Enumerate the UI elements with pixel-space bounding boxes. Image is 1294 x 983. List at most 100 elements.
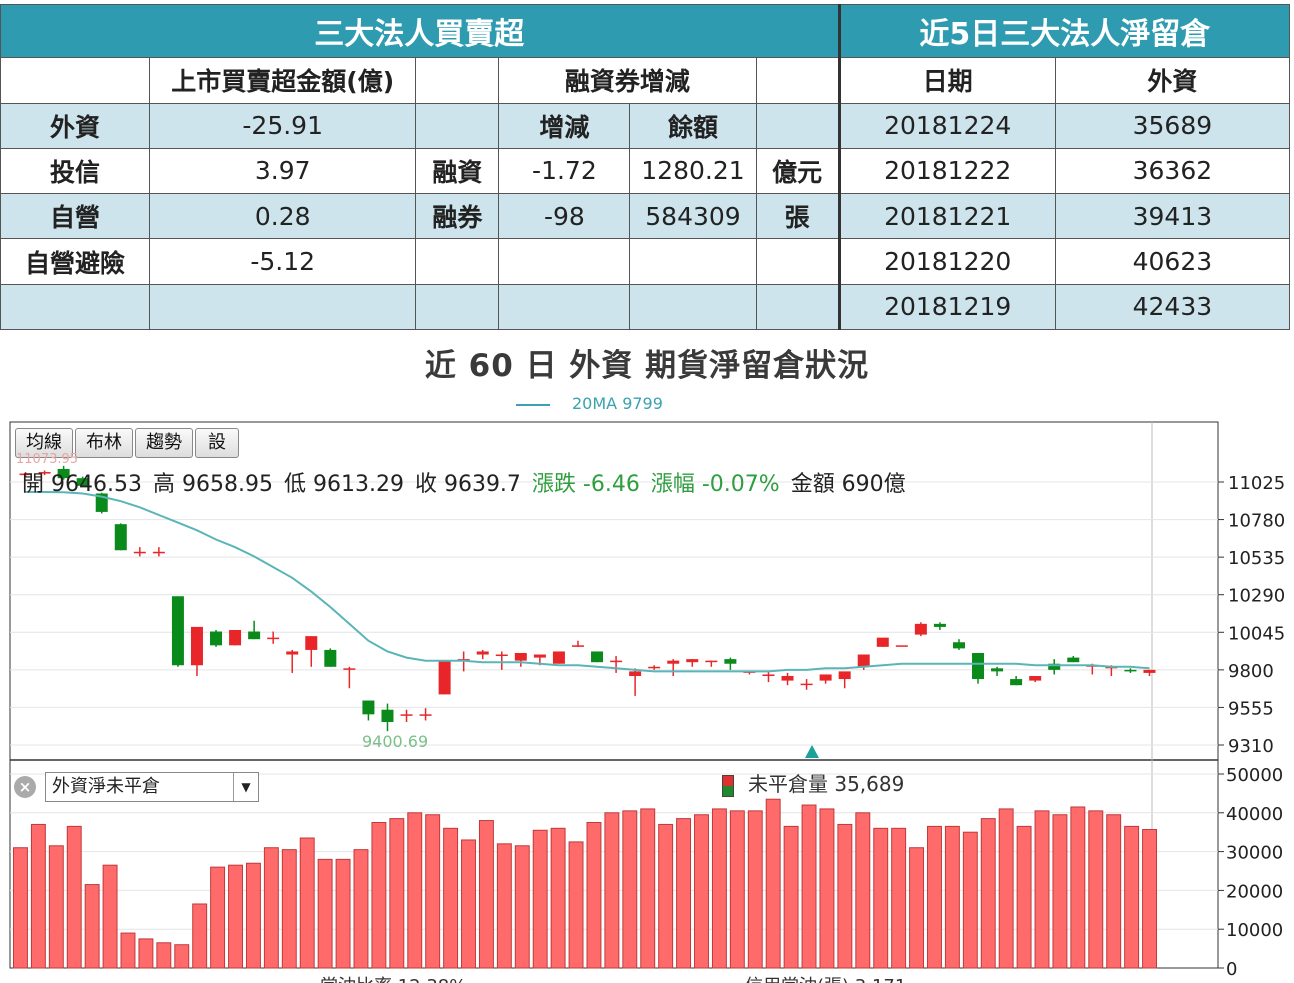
candle-body xyxy=(686,659,699,663)
y-tick-label: 10780 xyxy=(1228,511,1285,532)
period-low-label: 9400.69 xyxy=(362,732,429,751)
volume-bar xyxy=(102,864,118,969)
volume-bar xyxy=(138,938,154,969)
y-tick-label: 10045 xyxy=(1228,623,1285,644)
volume-bar xyxy=(729,810,745,969)
candle-body xyxy=(705,660,718,663)
candle-body xyxy=(514,652,527,661)
volume-bar xyxy=(496,843,512,969)
candle-body xyxy=(305,636,318,650)
margin-change: -1.72 xyxy=(498,147,631,195)
row-date: 20181221 xyxy=(837,193,1056,240)
volume-bar xyxy=(407,812,423,969)
volume-bar xyxy=(263,847,279,969)
candle-body xyxy=(991,668,1004,672)
row-name: 投信 xyxy=(0,147,151,195)
margin-type: 融券 xyxy=(415,193,500,240)
candle-body xyxy=(914,623,927,635)
volume-bar xyxy=(120,932,136,969)
col-amount-header: 上市買賣超金額(億) xyxy=(149,57,417,104)
volume-bar xyxy=(461,839,476,969)
volume-bar xyxy=(837,823,853,969)
low-value: 低 9613.29 xyxy=(283,472,404,497)
open-value: 開 9646.53 xyxy=(22,472,142,497)
volume-bar xyxy=(353,849,369,969)
margin-change: -98 xyxy=(498,193,631,240)
net-position-title: 近5日三大法人淨留倉 xyxy=(837,3,1291,59)
volume-bar xyxy=(944,825,960,969)
candle-body xyxy=(762,674,775,676)
volume-bar xyxy=(962,831,978,969)
volume-bar xyxy=(389,818,405,969)
margin-type: 融資 xyxy=(415,147,500,195)
col-date-header: 日期 xyxy=(837,57,1056,104)
row-name: 自營 xyxy=(0,193,151,240)
volume-bar xyxy=(1052,814,1068,969)
volume-bar xyxy=(514,845,530,969)
daytrade-ratio-label: 當沖比率 12.38% xyxy=(320,972,466,983)
volume-legend-label: 未平倉量 35,689 xyxy=(748,772,905,796)
trend-button[interactable]: 趨勢 xyxy=(135,428,193,458)
candle-body xyxy=(76,478,89,486)
candle-body xyxy=(876,637,889,647)
prev-high-label: 11073.95 xyxy=(16,452,79,467)
volume-bar xyxy=(855,812,871,969)
close-icon[interactable]: × xyxy=(14,776,36,798)
volume-bar xyxy=(980,818,996,969)
candle-body xyxy=(476,651,489,655)
candle-body xyxy=(552,651,565,664)
row-amount: -5.12 xyxy=(149,238,417,285)
candle-body xyxy=(210,631,223,646)
volume-bar xyxy=(245,862,261,969)
volume-bar xyxy=(568,841,584,969)
volume-bar xyxy=(676,818,692,969)
candle-body xyxy=(286,651,299,655)
ma-legend-label: 20MA 9799 xyxy=(572,394,663,413)
volume-bar xyxy=(640,808,656,969)
volume-bar xyxy=(586,822,602,969)
volume-bar xyxy=(228,864,243,969)
candle-body xyxy=(190,626,203,666)
lower-panel-strip: 當沖比率 12.38% 信用當沖(張) 3,171 xyxy=(0,972,1294,983)
volume-bar xyxy=(1070,806,1086,969)
candle-body xyxy=(324,649,337,667)
chevron-down-icon[interactable]: ▼ xyxy=(233,773,258,801)
volume-bar xyxy=(694,814,709,969)
volume-bar xyxy=(532,829,548,969)
indicator-select-value: 外資淨未平倉 xyxy=(52,776,160,797)
volume-bar xyxy=(210,866,226,969)
bollinger-button[interactable]: 布林 xyxy=(75,428,133,458)
candle-body xyxy=(229,629,242,646)
candle-body xyxy=(629,671,642,676)
candle-body xyxy=(648,666,661,669)
ma-button[interactable]: 均線 xyxy=(15,428,73,458)
row-foreign: 42433 xyxy=(1054,283,1291,331)
candle-body xyxy=(933,623,946,627)
candle-body xyxy=(400,714,413,716)
candle-body xyxy=(819,674,832,681)
row-foreign: 35689 xyxy=(1054,102,1291,149)
candle-body xyxy=(667,660,680,664)
volume-bar xyxy=(443,827,459,969)
row-date: 20181219 xyxy=(837,283,1056,331)
volume-bar xyxy=(84,884,100,969)
volume-bar xyxy=(425,814,441,969)
ma-legend-line xyxy=(516,403,550,406)
y-tick-label: 10290 xyxy=(1228,586,1285,607)
summary-table: 三大法人買賣超 近5日三大法人淨留倉 上市買賣超金額(億) 融資券增減 日期 外… xyxy=(0,3,1291,331)
close-value: 收 9639.7 xyxy=(414,472,521,497)
y-tick-label: 11025 xyxy=(1228,473,1285,494)
high-value: 高 9658.95 xyxy=(152,472,273,497)
settings-button[interactable]: 設 xyxy=(195,428,239,458)
volume-bar xyxy=(1106,814,1122,969)
candle-body xyxy=(800,683,813,686)
volume-tick-label: 10000 xyxy=(1226,920,1283,941)
candle-body xyxy=(419,714,432,716)
candle-body xyxy=(381,709,394,722)
candle-body xyxy=(895,645,908,647)
margin-unit: 張 xyxy=(755,193,840,240)
volume-bar xyxy=(873,827,889,969)
indicator-select[interactable]: 外資淨未平倉 ▼ xyxy=(45,772,259,802)
candle-body xyxy=(38,472,51,474)
volume-bar xyxy=(192,903,208,969)
